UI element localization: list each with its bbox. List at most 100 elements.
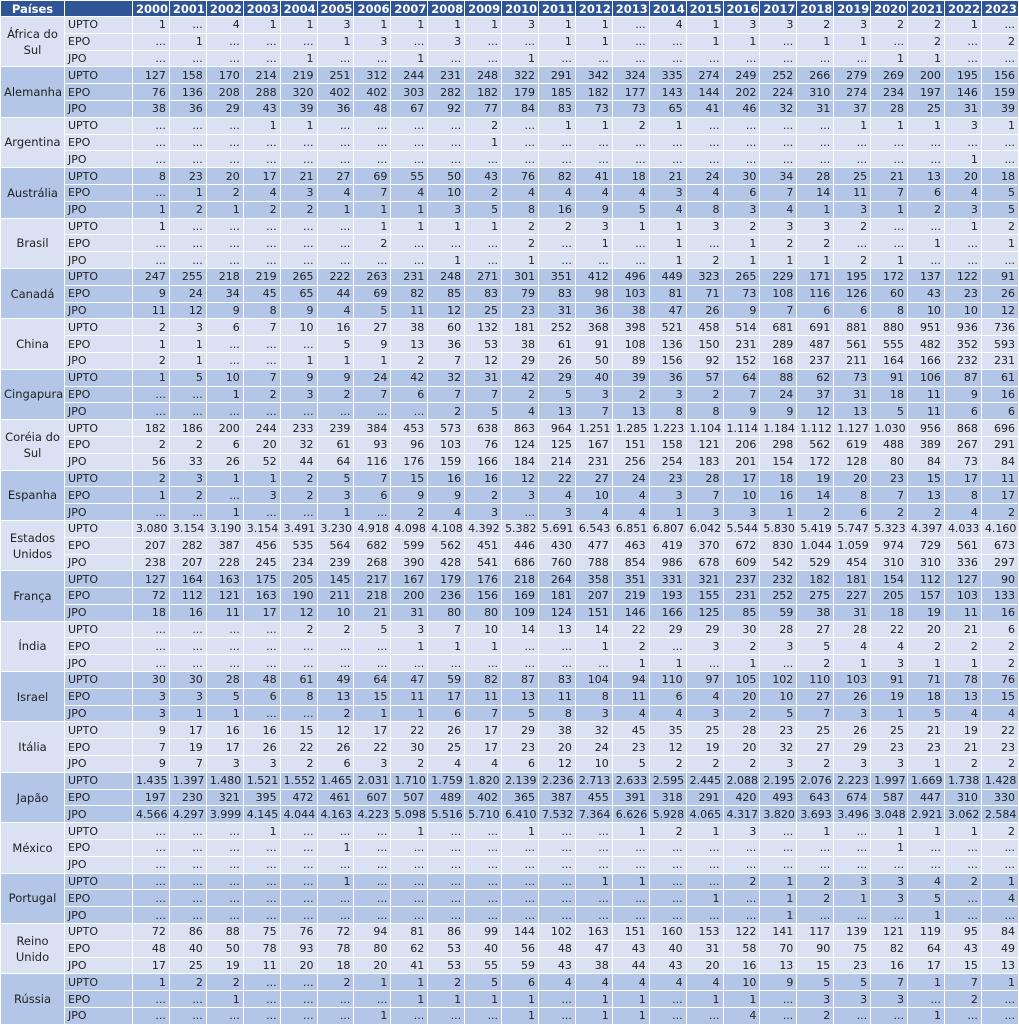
value-cell: 593 [981, 336, 1018, 353]
value-cell: 2 [317, 705, 354, 722]
value-cell: 1 [465, 17, 502, 34]
value-cell: 5 [538, 386, 575, 403]
value-cell: 2 [834, 252, 871, 269]
value-cell: 146 [944, 84, 981, 101]
table-row: CingapuraUPTO151079924423231422940393657… [1, 369, 1019, 386]
value-cell: 16 [981, 604, 1018, 621]
value-cell: 28 [760, 621, 797, 638]
value-cell: ... [723, 856, 760, 873]
value-cell: 1 [944, 655, 981, 672]
value-cell: 38 [502, 336, 539, 353]
value-cell: 15 [354, 688, 391, 705]
value-cell: ... [243, 655, 280, 672]
value-cell: 2 [317, 621, 354, 638]
value-cell: ... [169, 1008, 206, 1025]
value-cell: 986 [649, 554, 686, 571]
value-cell: 1 [686, 33, 723, 50]
value-cell: ... [686, 235, 723, 252]
value-cell: 78 [243, 940, 280, 957]
table-row: EPO......1232767725323272437311811916 [1, 386, 1019, 403]
value-cell: 4 [908, 873, 945, 890]
value-cell: 453 [391, 420, 428, 437]
value-cell: 49 [317, 672, 354, 689]
value-cell: 163 [243, 588, 280, 605]
table-row: JPO..................1.........1...11...… [1, 1008, 1019, 1025]
value-cell: 26 [834, 722, 871, 739]
value-cell: ... [944, 856, 981, 873]
value-cell: 86 [428, 924, 465, 941]
office-label: UPTO [65, 974, 133, 991]
value-cell: 77 [465, 100, 502, 117]
value-cell: 5.382 [502, 520, 539, 537]
value-cell: 16 [723, 957, 760, 974]
value-cell: 2 [280, 756, 317, 773]
value-cell: 20 [723, 688, 760, 705]
value-cell: 205 [280, 571, 317, 588]
value-cell: ... [538, 134, 575, 151]
value-cell: ... [871, 1008, 908, 1025]
value-cell: 237 [723, 571, 760, 588]
value-cell: 172 [797, 453, 834, 470]
value-cell: ... [391, 655, 428, 672]
value-cell: 71 [908, 672, 945, 689]
office-label: EPO [65, 991, 133, 1008]
value-cell: ... [538, 856, 575, 873]
value-cell: ... [871, 134, 908, 151]
value-cell: 2 [206, 974, 243, 991]
value-cell: 50 [206, 940, 243, 957]
value-cell: 456 [243, 537, 280, 554]
value-cell: 9 [944, 386, 981, 403]
value-cell: 5.419 [797, 520, 834, 537]
value-cell: 245 [243, 554, 280, 571]
value-cell: 4.297 [169, 806, 206, 823]
value-cell: 455 [575, 789, 612, 806]
value-cell: 1 [908, 235, 945, 252]
value-cell: 4 [612, 487, 649, 504]
value-cell: 238 [133, 554, 170, 571]
value-cell: 1 [723, 235, 760, 252]
value-cell: 1 [502, 50, 539, 67]
value-cell: 30 [723, 621, 760, 638]
value-cell: 55 [391, 168, 428, 185]
value-cell: ... [280, 403, 317, 420]
value-cell: ... [243, 336, 280, 353]
value-cell: ... [797, 856, 834, 873]
value-cell: 4 [317, 302, 354, 319]
value-cell: ... [723, 840, 760, 857]
value-cell: 297 [981, 554, 1018, 571]
value-cell: 4.108 [428, 520, 465, 537]
value-cell: 84 [981, 453, 1018, 470]
value-cell: 1 [686, 823, 723, 840]
value-cell: ... [575, 151, 612, 168]
year-column-header: 2012 [575, 1, 612, 17]
value-cell: 1.044 [797, 537, 834, 554]
value-cell: 1 [612, 823, 649, 840]
value-cell: 5.710 [465, 806, 502, 823]
value-cell: ... [169, 856, 206, 873]
value-cell: 1 [575, 117, 612, 134]
value-cell: 176 [391, 453, 428, 470]
value-cell: ... [280, 1008, 317, 1025]
value-cell: 365 [502, 789, 539, 806]
value-cell: 83 [538, 285, 575, 302]
value-cell: 218 [502, 571, 539, 588]
value-cell: ... [649, 991, 686, 1008]
value-cell: 2 [797, 756, 834, 773]
value-cell: 218 [354, 588, 391, 605]
value-cell: ... [133, 184, 170, 201]
value-cell: 84 [981, 924, 1018, 941]
value-cell: 27 [317, 168, 354, 185]
value-cell: 2 [871, 504, 908, 521]
value-cell: 3 [575, 705, 612, 722]
office-label: JPO [65, 806, 133, 823]
value-cell: 7 [871, 487, 908, 504]
value-cell: 3 [280, 386, 317, 403]
value-cell: ... [834, 151, 871, 168]
value-cell: 248 [465, 67, 502, 84]
value-cell: ... [428, 907, 465, 924]
value-cell: 103 [612, 285, 649, 302]
value-cell: 1 [981, 117, 1018, 134]
value-cell: ... [981, 1008, 1018, 1025]
office-label: JPO [65, 856, 133, 873]
value-cell: ... [908, 252, 945, 269]
